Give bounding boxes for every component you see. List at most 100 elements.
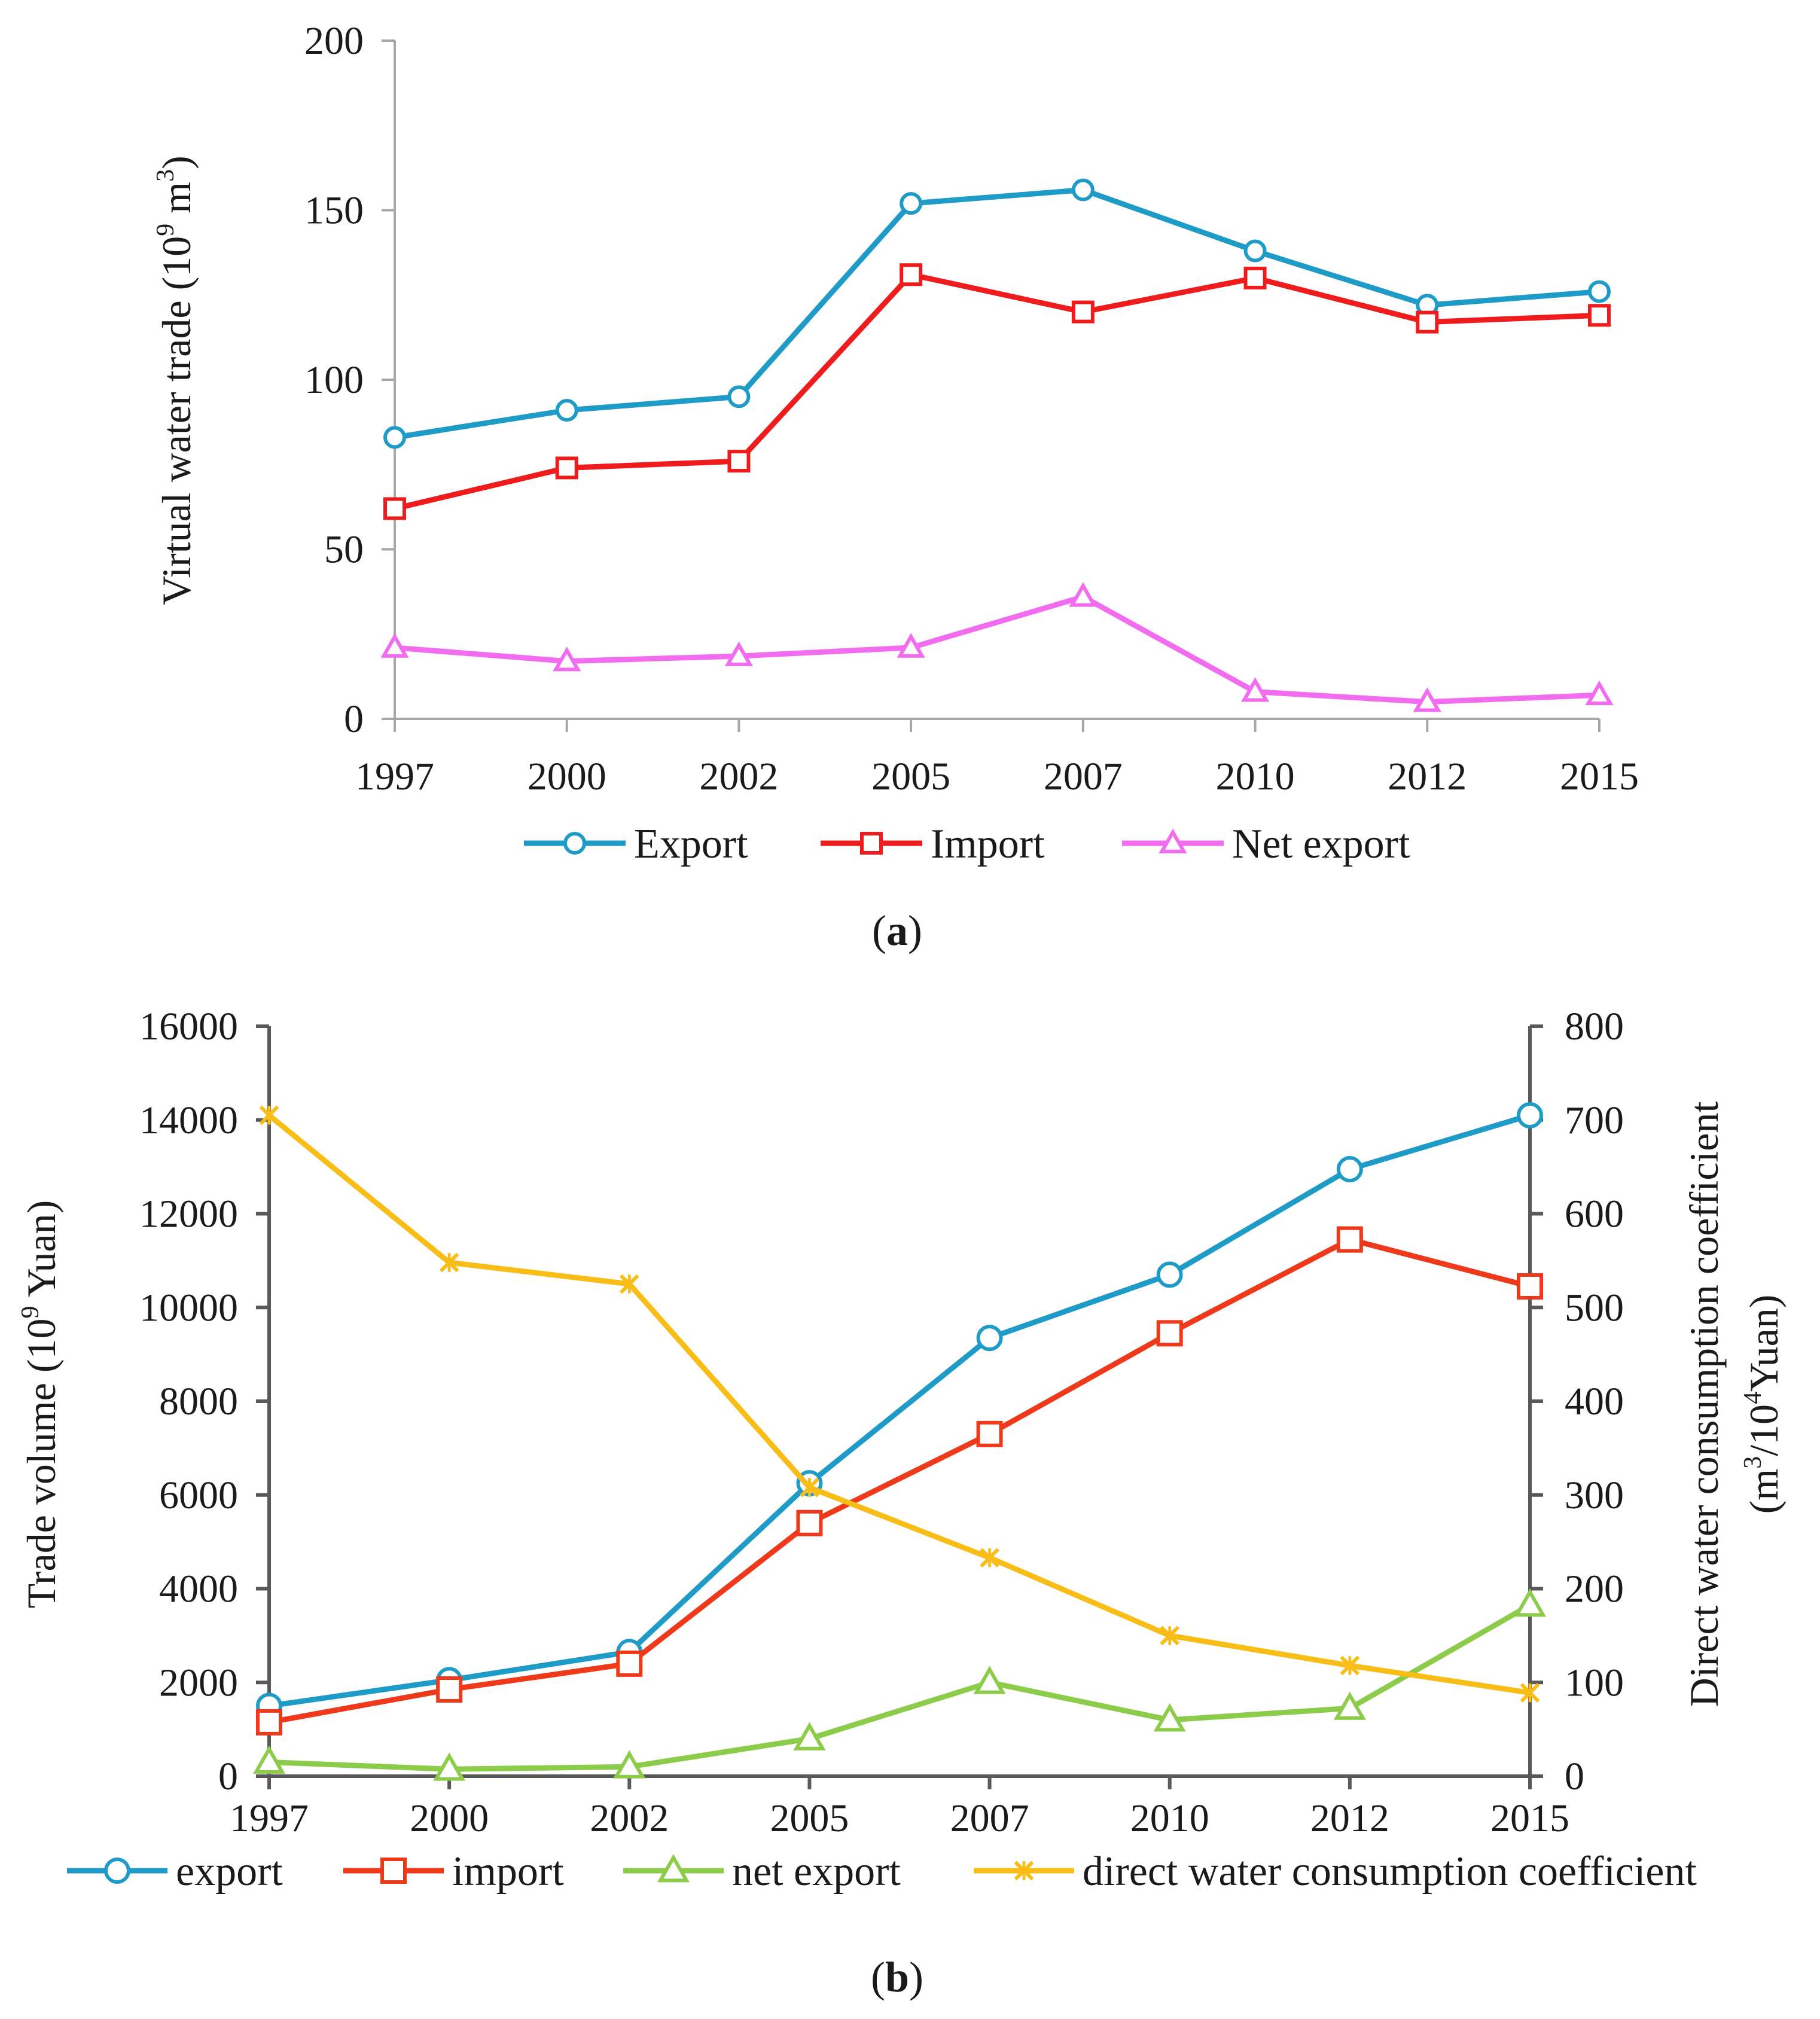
a-point-export (555, 399, 578, 422)
b-point-import (976, 1420, 1003, 1447)
a-point-import (1243, 266, 1267, 289)
b-point-direct-water-consumption-coefficient (619, 1274, 639, 1294)
b-x-tick-label: 2005 (770, 1797, 849, 1840)
b-point-net-export (973, 1666, 1006, 1694)
b-legend-item-import: import (343, 1849, 564, 1895)
a-legend-marker (860, 832, 883, 855)
a-legend-label: Import (931, 821, 1045, 867)
b-point-net-export (793, 1722, 826, 1750)
a-y-tick-label: 150 (304, 189, 364, 233)
b-line-import (269, 1237, 1531, 1725)
b-point-direct-water-consumption-coefficient (259, 1105, 279, 1126)
chart-a: 0 50 100 150 200 1997 2000 2002 2005 2007 2010 201… (152, 19, 1639, 954)
a-line-net-export (394, 594, 1600, 705)
a-legend-label: Export (634, 821, 748, 867)
b-y2-tick-label: 700 (1565, 1099, 1624, 1142)
a-point-export (383, 426, 406, 449)
b-x-tick-label: 2002 (590, 1797, 669, 1840)
b-y2-tick-label: 500 (1565, 1286, 1624, 1329)
a-point-import (1588, 304, 1611, 327)
b-point-import (1517, 1273, 1543, 1300)
a-x-tick-label: 2015 (1560, 755, 1639, 798)
b-y-tick-label: 4000 (159, 1567, 238, 1611)
b-y-tick-label: 14000 (139, 1099, 238, 1142)
a-legend-marker (563, 832, 586, 855)
b-point-net-export (252, 1745, 286, 1774)
b-legend-marker (657, 1854, 690, 1883)
a-point-import (1071, 300, 1095, 324)
a-point-net-export (553, 646, 581, 672)
a-series-import (383, 263, 1611, 520)
b-point-direct-water-consumption-coefficient (980, 1548, 999, 1568)
b-point-direct-water-consumption-coefficient (1340, 1655, 1360, 1676)
a-legend-item-import: Import (821, 821, 1045, 867)
b-y-tick-label: 8000 (159, 1380, 238, 1423)
b-point-net-export (1333, 1691, 1366, 1720)
b-y-tick-label: 10000 (139, 1286, 238, 1329)
b-point-net-export (1513, 1588, 1547, 1617)
b-y2-tick-label: 100 (1565, 1661, 1624, 1704)
b-legend-label: net export (732, 1849, 901, 1895)
a-x-tick-label: 2012 (1388, 755, 1467, 798)
b-point-export (1156, 1261, 1183, 1288)
b-x-tick-label: 2012 (1310, 1797, 1389, 1840)
b-series-net-export (252, 1588, 1547, 1781)
b-legend-item-export: export (67, 1849, 283, 1895)
a-point-net-export (897, 633, 925, 658)
b-point-import (796, 1509, 823, 1536)
b-y2-tick-label: 300 (1565, 1474, 1624, 1517)
chart-a-y-axis-label: Virtual water trade (109 m3) (152, 155, 199, 605)
a-point-import (1416, 310, 1439, 334)
a-point-net-export (1413, 687, 1441, 712)
a-point-export (900, 192, 923, 215)
b-y-tick-label: 16000 (139, 1005, 238, 1048)
b-line-export (269, 1112, 1531, 1709)
b-x-tick-label: 2015 (1490, 1797, 1569, 1840)
b-point-import (1336, 1226, 1363, 1253)
b-legend-item-direct-water-consumption-coefficient: direct water consumption coefficient (974, 1849, 1697, 1895)
a-point-net-export (380, 633, 409, 658)
b-point-direct-water-consumption-coefficient (1160, 1625, 1180, 1646)
a-y-tick-label: 100 (304, 358, 364, 402)
b-legend-label: import (452, 1849, 564, 1895)
b-x-tick-label: 1997 (230, 1797, 309, 1840)
b-point-import (1156, 1320, 1183, 1347)
b-y2-tick-label: 0 (1565, 1755, 1584, 1798)
a-y-tick-label: 50 (324, 528, 364, 572)
b-y2-tick-label: 400 (1565, 1380, 1624, 1423)
a-line-export (394, 187, 1600, 440)
a-line-import (394, 272, 1600, 511)
b-legend-marker (1014, 1861, 1034, 1881)
b-legend-marker (104, 1858, 130, 1884)
a-x-tick-label: 2005 (871, 755, 950, 798)
b-point-direct-water-consumption-coefficient (1520, 1683, 1540, 1703)
b-point-export (1336, 1156, 1363, 1183)
chart-b-panel-label: (b) (871, 1953, 923, 2001)
a-point-import (727, 450, 751, 473)
a-y-tick-label: 0 (344, 697, 364, 741)
a-point-export (1588, 280, 1611, 303)
a-x-tick-label: 2007 (1044, 755, 1123, 798)
a-point-net-export (1585, 680, 1614, 706)
b-point-import (616, 1650, 643, 1677)
b-y2-tick-label: 200 (1565, 1567, 1624, 1611)
b-legend-label: export (176, 1849, 283, 1895)
chart-b-y2-axis-label: Direct water consumption coefficient (1681, 1102, 1727, 1707)
b-x-tick-label: 2000 (410, 1797, 489, 1840)
a-point-export (727, 385, 751, 408)
a-legend-label: Net export (1232, 821, 1410, 867)
a-legend-item-net-export: Net export (1122, 821, 1410, 867)
b-point-import (256, 1709, 282, 1736)
b-line-net-export (269, 1603, 1532, 1772)
b-y-tick-label: 6000 (159, 1474, 238, 1517)
a-point-export (1071, 178, 1095, 202)
a-point-import (900, 263, 923, 286)
b-series-export (256, 1102, 1543, 1719)
a-x-tick-label: 2002 (699, 755, 778, 798)
b-y-tick-label: 2000 (159, 1661, 238, 1704)
a-legend-marker (1159, 828, 1187, 853)
chart-a-legend: Export Import Net export (524, 821, 1410, 867)
a-point-net-export (1069, 582, 1098, 607)
b-point-net-export (433, 1752, 466, 1781)
